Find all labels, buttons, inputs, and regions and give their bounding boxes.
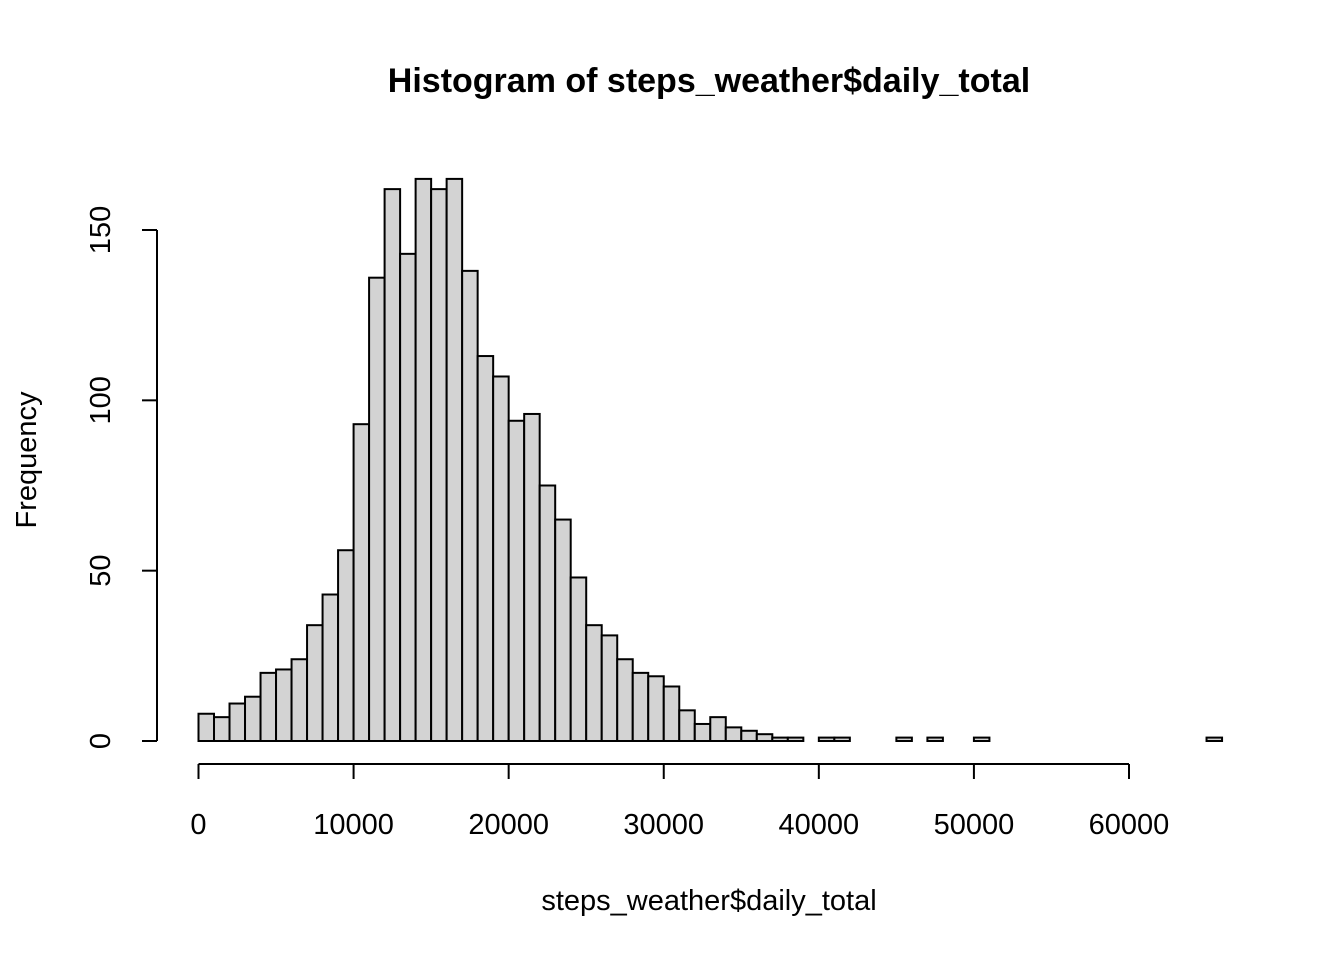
x-tick-label: 10000 bbox=[313, 809, 394, 841]
histogram-bar bbox=[538, 484, 557, 742]
histogram-bar bbox=[228, 702, 247, 743]
histogram-bar bbox=[523, 412, 541, 742]
bars-group bbox=[197, 177, 1224, 743]
y-tick-label: 100 bbox=[85, 376, 117, 424]
histogram-bar bbox=[321, 593, 340, 742]
histogram-bar bbox=[492, 375, 510, 742]
x-tick-label: 0 bbox=[190, 809, 206, 841]
histogram-bar bbox=[647, 675, 665, 742]
histogram-bar bbox=[771, 736, 789, 742]
y-axis-label: Frequency bbox=[11, 391, 43, 529]
histogram-bar bbox=[213, 716, 231, 742]
histogram-bar bbox=[972, 736, 991, 742]
x-tick-label: 50000 bbox=[934, 809, 1015, 841]
histogram-bar bbox=[476, 355, 495, 742]
y-tick-label: 50 bbox=[85, 555, 117, 587]
x-axis-label: steps_weather$daily_total bbox=[541, 885, 876, 917]
histogram-bar bbox=[197, 712, 216, 742]
histogram-bar bbox=[740, 729, 758, 743]
histogram-bar bbox=[724, 726, 743, 743]
histogram-bar bbox=[786, 736, 805, 742]
histogram-bar bbox=[554, 518, 572, 742]
histogram-bar bbox=[383, 188, 402, 742]
histogram-bar bbox=[755, 733, 774, 742]
histogram-bar bbox=[275, 668, 293, 743]
histogram-bar bbox=[662, 685, 681, 743]
histogram-bar bbox=[895, 736, 913, 742]
histogram-bar bbox=[414, 177, 433, 742]
y-tick-label: 150 bbox=[85, 206, 117, 254]
histogram-bar bbox=[445, 177, 464, 742]
histogram-bar bbox=[693, 722, 712, 743]
y-axis: 0 50 100 150 bbox=[85, 206, 158, 749]
histogram-bar bbox=[306, 624, 324, 743]
histogram-bar bbox=[290, 658, 309, 742]
histogram-bar bbox=[631, 671, 650, 742]
histogram-bar bbox=[244, 695, 262, 742]
x-tick-label: 40000 bbox=[779, 809, 860, 841]
x-tick-label: 20000 bbox=[468, 809, 549, 841]
y-tick-label: 0 bbox=[85, 733, 117, 749]
histogram-bar bbox=[507, 419, 526, 742]
histogram-bar bbox=[600, 634, 619, 742]
x-axis: 0 10000 20000 30000 40000 50000 60000 bbox=[190, 763, 1170, 841]
histogram-bar bbox=[368, 276, 386, 742]
histogram-bar bbox=[616, 658, 634, 742]
histogram-bar bbox=[1205, 736, 1224, 742]
histogram-bar bbox=[709, 716, 727, 742]
histogram-bar bbox=[817, 736, 836, 742]
histogram-bar bbox=[352, 423, 371, 742]
x-tick-label: 30000 bbox=[623, 809, 704, 841]
chart-title: Histogram of steps_weather$daily_total bbox=[388, 62, 1030, 100]
histogram-bar bbox=[399, 252, 417, 742]
histogram-bar bbox=[461, 269, 479, 742]
histogram-bar bbox=[585, 624, 603, 743]
histogram-bar bbox=[678, 709, 696, 743]
histogram-bar bbox=[569, 576, 588, 742]
histogram-bar bbox=[337, 549, 355, 743]
histogram-bar bbox=[926, 736, 944, 742]
histogram-bar bbox=[259, 671, 278, 742]
histogram-bar bbox=[833, 736, 851, 742]
histogram-bar bbox=[430, 188, 448, 742]
x-tick-label: 60000 bbox=[1089, 809, 1170, 841]
